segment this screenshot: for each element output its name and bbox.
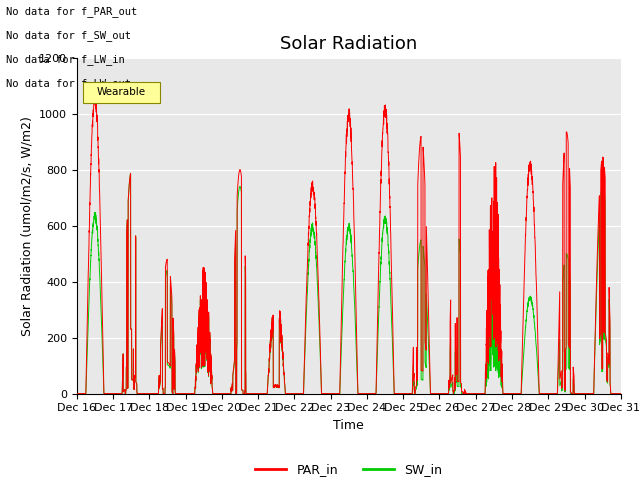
PAR_in bbox=[171, 349, 179, 355]
Y-axis label: Solar Radiation (umol/m2/s, W/m2): Solar Radiation (umol/m2/s, W/m2) bbox=[20, 116, 33, 336]
Text: No data for f_PAR_out: No data for f_PAR_out bbox=[6, 6, 138, 17]
PAR_in bbox=[441, 391, 449, 396]
SW_in bbox=[616, 391, 624, 396]
PAR_in bbox=[617, 391, 625, 396]
SW_in bbox=[329, 391, 337, 396]
Title: Solar Radiation: Solar Radiation bbox=[280, 35, 417, 53]
Line: SW_in: SW_in bbox=[77, 173, 621, 394]
Legend: PAR_in, SW_in: PAR_in, SW_in bbox=[250, 458, 447, 480]
SW_in bbox=[441, 391, 449, 396]
SW_in bbox=[127, 170, 134, 176]
Text: No data for f_LW_out: No data for f_LW_out bbox=[6, 78, 131, 89]
Text: No data for f_LW_in: No data for f_LW_in bbox=[6, 54, 125, 65]
PAR_in bbox=[616, 391, 624, 396]
SW_in bbox=[73, 391, 81, 396]
SW_in bbox=[171, 353, 179, 359]
X-axis label: Time: Time bbox=[333, 419, 364, 432]
Text: No data for f_SW_out: No data for f_SW_out bbox=[6, 30, 131, 41]
PAR_in bbox=[329, 391, 337, 396]
Line: PAR_in: PAR_in bbox=[77, 93, 621, 394]
Text: Wearable: Wearable bbox=[97, 87, 146, 97]
SW_in bbox=[471, 391, 479, 396]
PAR_in bbox=[471, 391, 479, 396]
PAR_in bbox=[502, 391, 509, 396]
SW_in bbox=[502, 391, 509, 396]
PAR_in bbox=[73, 391, 81, 396]
SW_in bbox=[617, 391, 625, 396]
PAR_in bbox=[91, 90, 99, 96]
